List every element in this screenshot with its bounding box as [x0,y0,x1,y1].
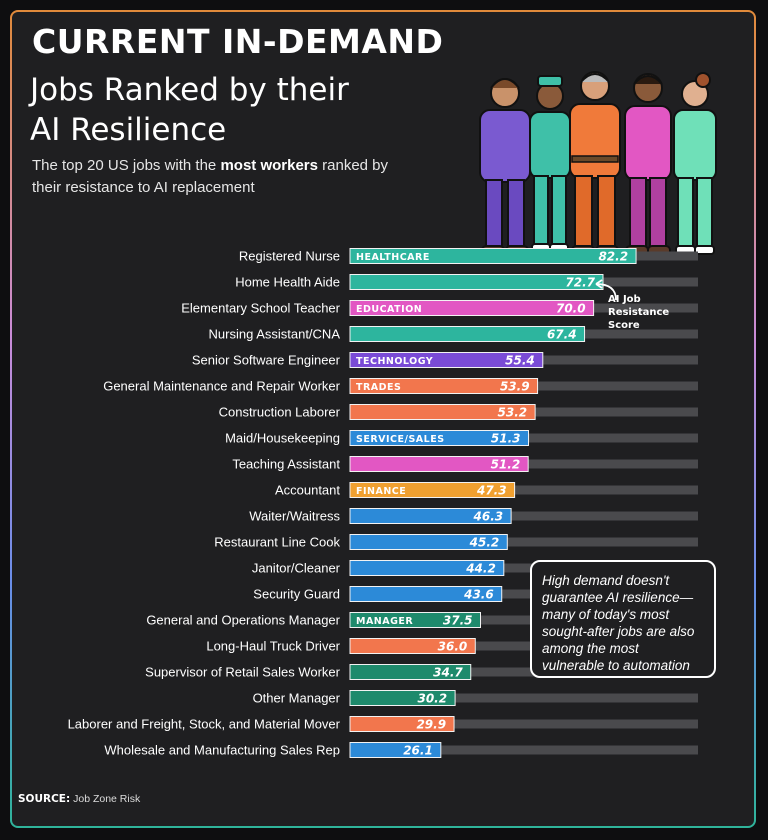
value-label: 72.7 [565,276,595,290]
category-label: Janitor/Cleaner [252,561,341,576]
source-label: SOURCE: [18,793,71,805]
bar [349,300,595,316]
subtitle: The top 20 US jobs with the most workers… [32,155,412,199]
callout-box: High demand doesn't guarantee AI resilie… [530,560,716,678]
bar-track [350,745,698,755]
value-label: 29.9 [416,718,446,732]
annotation-line: Score [608,320,640,331]
bar [349,586,503,602]
callout-text: High demand doesn't guarantee AI resilie… [542,573,695,673]
value-label: 36.0 [438,640,468,654]
value-label: 26.1 [403,744,433,758]
category-label: Accountant [275,483,340,498]
value-label: 67.4 [547,328,577,342]
page-title: CURRENT IN-DEMAND [32,22,444,61]
value-label: 34.7 [433,666,463,680]
value-label: 55.4 [505,354,535,368]
bar [349,508,512,524]
bar [349,378,539,394]
sector-tag: MANAGER [356,616,413,627]
subtitle-part-1: The top 20 US jobs with the [32,157,221,174]
value-label: 53.2 [498,406,528,420]
bar [349,404,536,420]
sector-tag: EDUCATION [356,304,422,315]
bar [349,430,530,446]
source-text: Job Zone Risk [70,793,141,805]
value-label: 51.2 [491,458,521,472]
bar-track [350,511,698,521]
value-label: 70.0 [556,302,586,316]
annotation-line: Resistance [608,307,670,318]
bar [349,560,505,576]
category-label: Nursing Assistant/CNA [209,327,341,342]
category-label: General and Operations Manager [146,613,340,628]
bar [349,456,529,472]
bar-track [350,693,698,703]
category-label: General Maintenance and Repair Worker [103,379,340,394]
source-note: SOURCE: Job Zone Risk [18,793,140,805]
bar [349,482,516,498]
value-label: 46.3 [473,510,504,524]
subtitle-bold: most workers [220,157,318,174]
title-line-1: Jobs Ranked by their [30,72,349,108]
bar [349,274,604,290]
sector-tag: TRADES [356,382,401,393]
title-line-2: AI Resilience [30,112,227,148]
bar [349,716,455,732]
annotation-label: AI Job Resistance Score [608,293,688,332]
bar [349,248,637,264]
category-label: Teaching Assistant [232,457,340,472]
value-label: 82.2 [598,250,628,264]
value-label: 53.9 [500,380,530,394]
bar-track [350,563,698,573]
category-label: Waiter/Waitress [249,509,340,524]
bar-track [350,615,698,625]
category-label: Elementary School Teacher [181,301,340,316]
category-label: Laborer and Freight, Stock, and Material… [68,717,341,732]
bar [349,742,442,758]
bar [349,638,476,654]
value-label: 43.6 [463,588,494,602]
category-label: Maid/Housekeeping [225,431,340,446]
subtitle-part-2: ranked by their resistance to AI replace… [32,157,389,196]
sector-tag: TECHNOLOGY [356,356,433,367]
value-label: 30.2 [417,692,447,706]
category-label: Senior Software Engineer [192,353,341,368]
value-label: 47.3 [476,484,507,498]
bar [349,612,481,628]
bar-track [350,641,698,651]
bar [349,664,472,680]
bar-track [350,485,698,495]
bar [349,352,544,368]
bar [349,534,508,550]
value-label: 44.2 [465,562,496,576]
value-label: 37.5 [443,614,473,628]
sector-tag: HEALTHCARE [356,252,430,263]
bar-track [350,589,698,599]
worker-figure [673,72,717,255]
category-label: Supervisor of Retail Sales Worker [145,665,341,680]
annotation-line: AI Job [608,294,641,305]
bar-track [350,537,698,547]
bar-track [350,667,698,677]
category-label: Home Health Aide [235,275,340,290]
bar [349,326,586,342]
sector-tag: SERVICE/SALES [356,434,445,445]
category-label: Registered Nurse [239,249,340,264]
category-label: Long-Haul Truck Driver [206,639,340,654]
sector-tag: FINANCE [356,486,406,497]
curved-arrow-icon [595,279,617,301]
category-label: Wholesale and Manufacturing Sales Rep [104,743,340,758]
category-label: Other Manager [253,691,341,706]
value-label: 45.2 [469,536,500,550]
bar-track [350,719,698,729]
category-label: Construction Laborer [219,405,341,420]
bar [349,690,456,706]
category-label: Restaurant Line Cook [214,535,340,550]
value-label: 51.3 [491,432,521,446]
category-label: Security Guard [253,587,340,602]
workers-illustration [479,71,717,256]
